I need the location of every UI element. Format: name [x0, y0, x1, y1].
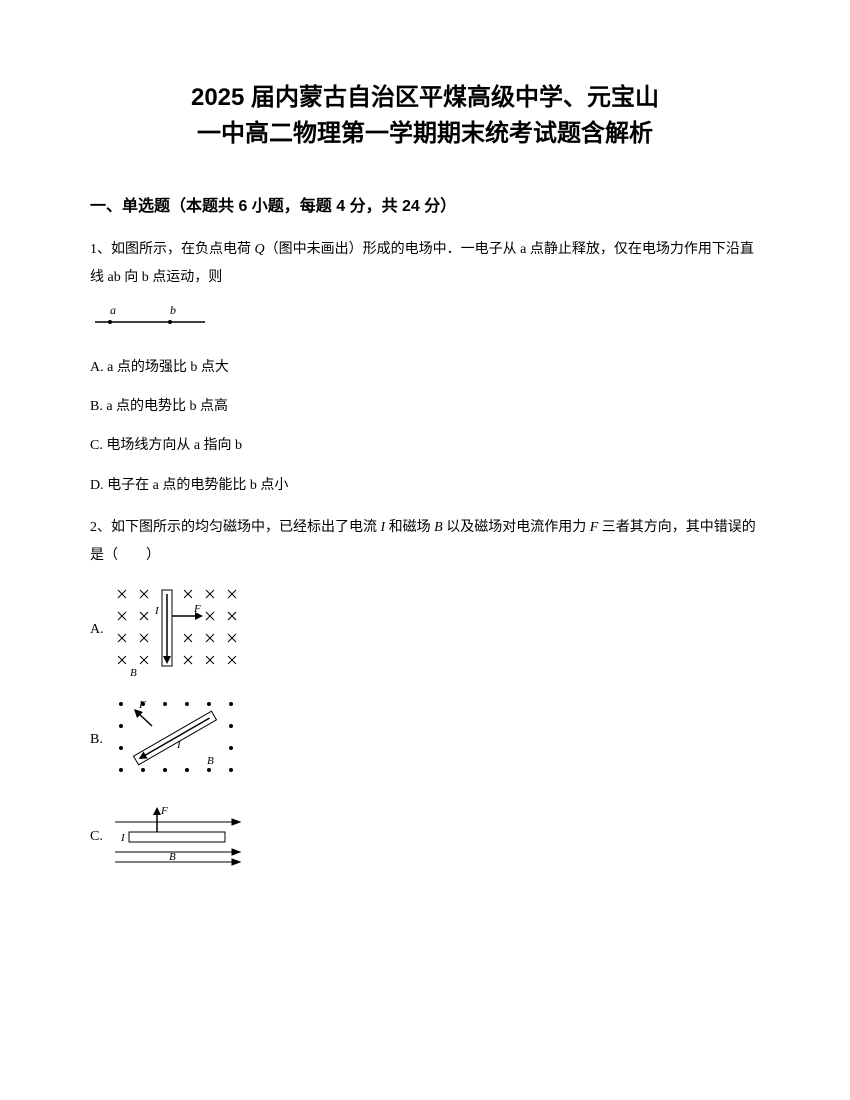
document-title: 2025 届内蒙古自治区平煤高级中学、元宝山 一中高二物理第一学期期末统考试题含… — [90, 80, 760, 152]
q1-number: 1、 — [90, 242, 111, 257]
q2-bvar: B — [434, 520, 446, 535]
option-c-label: C. — [90, 823, 103, 851]
ab-line-svg: a b — [90, 304, 210, 328]
option-c-diagram: C. I F B — [90, 800, 760, 875]
b-label: B — [130, 667, 137, 679]
question-2-text: 2、如下图所示的均匀磁场中，已经标出了电流 I 和磁场 B 以及磁场对电流作用力… — [90, 514, 760, 570]
section-heading: 一、单选题（本题共 6 小题，每题 4 分，共 24 分） — [90, 192, 760, 216]
f-arrow-c — [153, 807, 161, 815]
q1-option-d: D. 电子在 a 点的电势能比 b 点小 — [90, 473, 760, 498]
q2-text1: 如下图所示的均匀磁场中，已经标出了电流 — [111, 520, 381, 535]
q1-text1: 如图所示，在负点电荷 — [111, 242, 255, 257]
diagram-ab: a b — [90, 304, 760, 339]
question-2: 2、如下图所示的均匀磁场中，已经标出了电流 I 和磁场 B 以及磁场对电流作用力… — [90, 514, 760, 875]
q2-text2: 和磁场 — [389, 520, 435, 535]
option-b-diagram: B. I F B — [90, 690, 760, 790]
q2-number: 2、 — [90, 520, 111, 535]
diagram-a-svg: I F B — [108, 580, 248, 680]
diagram-b-svg: I F B — [107, 690, 247, 790]
title-line2: 一中高二物理第一学期期末统考试题含解析 — [90, 116, 760, 152]
point-b-dot — [168, 320, 172, 324]
point-a-dot — [108, 320, 112, 324]
question-1: 1、如图所示，在负点电荷 Q（图中未画出）形成的电场中．一电子从 a 点静止释放… — [90, 236, 760, 498]
title-line1: 2025 届内蒙古自治区平煤高级中学、元宝山 — [90, 80, 760, 116]
f-label: F — [193, 603, 201, 615]
option-a-label: A. — [90, 616, 104, 644]
x-marks — [118, 590, 236, 664]
point-a-label: a — [110, 304, 116, 317]
q2-text3: 以及磁场对电流作用力 — [446, 520, 590, 535]
q1-qvar: Q — [255, 242, 265, 257]
f-label-c: F — [160, 805, 168, 817]
q1-option-b: B. a 点的电势比 b 点高 — [90, 394, 760, 419]
b-label-c: B — [169, 851, 176, 863]
i-label-c: I — [120, 832, 126, 844]
point-b-label: b — [170, 304, 176, 317]
q2-fvar: F — [590, 520, 602, 535]
b-label-b: B — [207, 755, 214, 767]
option-b-label: B. — [90, 726, 103, 754]
f-label-b: F — [138, 699, 146, 711]
option-a-diagram: A. — [90, 580, 760, 680]
q2-ivar: I — [381, 520, 389, 535]
question-1-text: 1、如图所示，在负点电荷 Q（图中未画出）形成的电场中．一电子从 a 点静止释放… — [90, 236, 760, 292]
wire-rect-c — [129, 832, 225, 842]
diagram-c-svg: I F B — [107, 800, 247, 875]
q1-option-c: C. 电场线方向从 a 指向 b — [90, 433, 760, 458]
i-label: I — [154, 605, 160, 617]
q1-option-a: A. a 点的场强比 b 点大 — [90, 355, 760, 380]
